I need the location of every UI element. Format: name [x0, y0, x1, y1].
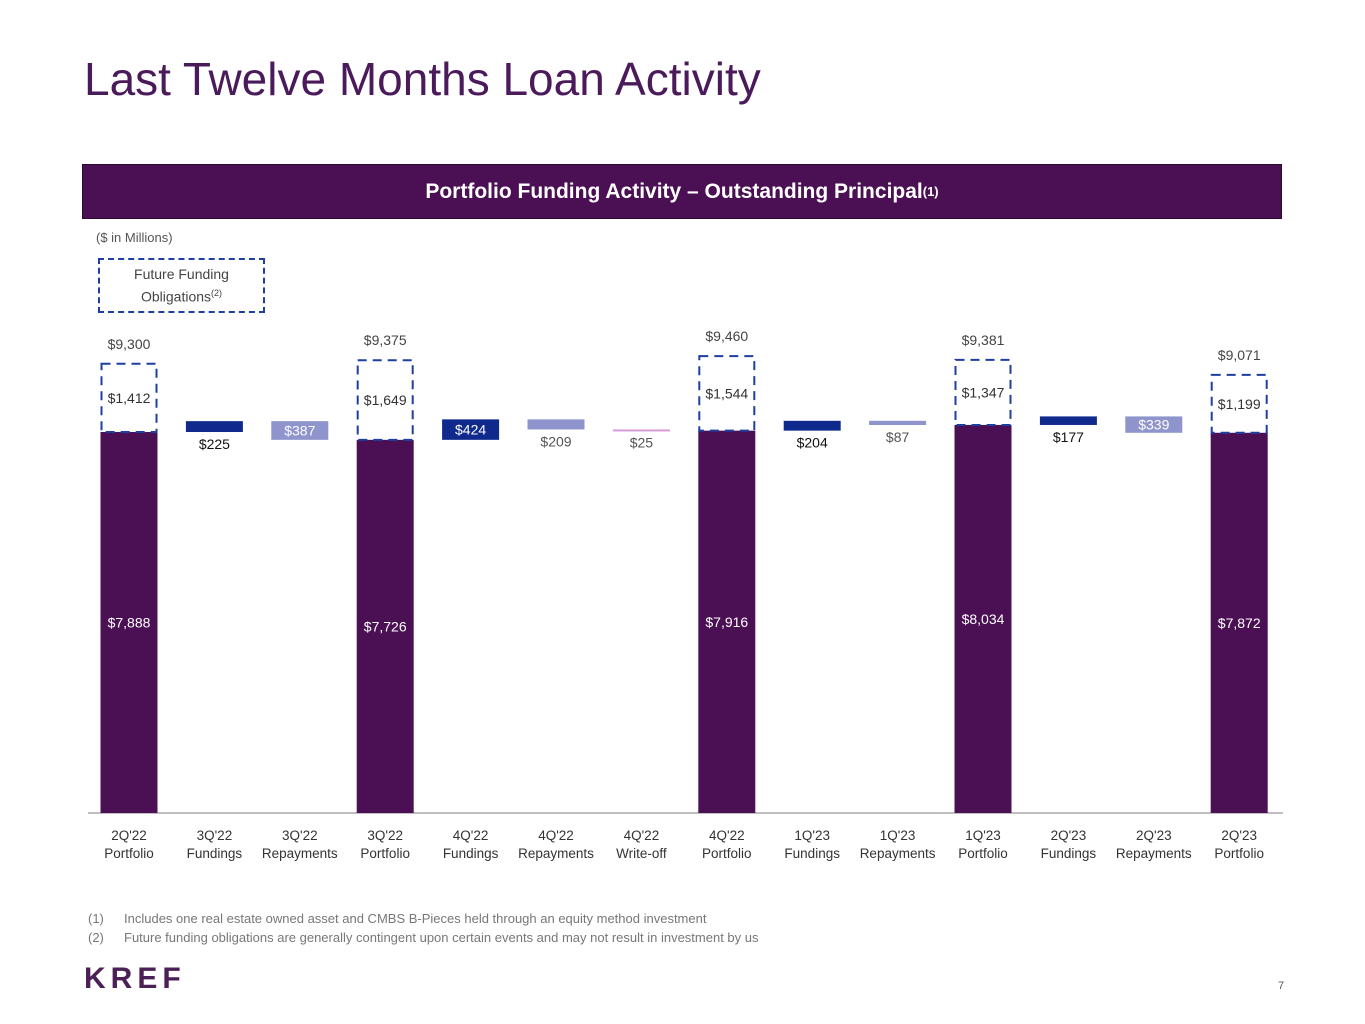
repayment-bar	[1125, 416, 1183, 433]
funding-bar	[185, 421, 243, 433]
chart-banner: Portfolio Funding Activity – Outstanding…	[82, 164, 1282, 219]
future-funding-label: $1,544	[705, 385, 748, 401]
repayment-value-label: $339	[1138, 417, 1169, 433]
legend-future-funding: Future Funding Obligations(2)	[98, 258, 265, 313]
funding-value-label: $177	[1053, 429, 1084, 445]
portfolio-bar	[100, 432, 158, 813]
portfolio-total-label: $9,375	[364, 332, 407, 348]
x-tick-label-type: Fundings	[1041, 846, 1097, 861]
x-tick-label-type: Fundings	[784, 846, 840, 861]
x-tick-label-period: 4Q'22	[624, 828, 660, 843]
x-tick-label-type: Fundings	[443, 846, 499, 861]
funding-bar	[1039, 416, 1097, 425]
legend-label-line1: Future Funding	[134, 265, 229, 282]
x-tick-label-type: Portfolio	[104, 846, 154, 861]
x-tick-label-period: 1Q'23	[965, 828, 1001, 843]
repayment-value-label: $87	[886, 429, 910, 445]
future-funding-label: $1,649	[364, 392, 407, 408]
repayment-value-label: $387	[284, 422, 315, 438]
funding-bar	[783, 420, 841, 431]
portfolio-total-label: $9,071	[1218, 347, 1261, 363]
x-tick-label-period: 3Q'22	[197, 828, 233, 843]
future-funding-box	[1210, 373, 1268, 434]
portfolio-value-label: $8,034	[962, 611, 1005, 627]
future-funding-label: $1,199	[1218, 396, 1261, 412]
portfolio-value-label: $7,916	[705, 614, 748, 630]
x-tick-label-period: 3Q'22	[367, 828, 403, 843]
writeoff-bar	[612, 429, 670, 432]
legend-label-line2: Obligations	[140, 288, 212, 305]
footnote-1-number: (1)	[88, 911, 104, 926]
x-tick-label-type: Fundings	[187, 846, 243, 861]
repayment-bar	[271, 421, 329, 440]
page-title: Last Twelve Months Loan Activity	[84, 53, 761, 105]
portfolio-bar	[356, 439, 414, 813]
footnote-2-text: Future funding obligations are generally…	[124, 930, 759, 945]
x-tick-label-period: 3Q'22	[282, 828, 318, 843]
x-tick-label-type: Portfolio	[360, 846, 410, 861]
repayment-value-label: $209	[540, 433, 571, 449]
portfolio-total-label: $9,460	[705, 328, 748, 344]
funding-value-label: $225	[199, 436, 230, 452]
future-funding-box	[100, 362, 158, 434]
x-tick-label-period: 2Q'22	[111, 828, 147, 843]
x-tick-label-type: Repayments	[518, 846, 594, 861]
footnote-2: (2) Future funding obligations are genera…	[88, 930, 759, 945]
repayment-bar	[869, 420, 927, 426]
future-funding-label: $1,347	[962, 384, 1005, 400]
x-tick-label-period: 2Q'23	[1221, 828, 1257, 843]
footnote-1: (1) Includes one real estate owned asset …	[88, 911, 706, 926]
x-tick-label-type: Portfolio	[1214, 846, 1264, 861]
funding-value-label: $204	[797, 435, 828, 451]
x-tick-label-type: Repayments	[860, 846, 936, 861]
portfolio-total-label: $9,300	[108, 336, 151, 352]
future-funding-box	[356, 359, 414, 441]
banner-footnote-ref: (1)	[922, 184, 939, 199]
page-number: 7	[1278, 980, 1285, 992]
units-note: ($ in Millions)	[96, 230, 173, 245]
x-tick-label-type: Repayments	[262, 846, 338, 861]
x-tick-label-period: 4Q'22	[453, 828, 489, 843]
x-tick-label-period: 4Q'22	[538, 828, 574, 843]
portfolio-value-label: $7,888	[108, 615, 151, 631]
portfolio-total-label: $9,381	[962, 332, 1005, 348]
future-funding-label: $1,412	[108, 390, 151, 406]
portfolio-bar	[1210, 432, 1268, 813]
x-tick-label-type: Portfolio	[702, 846, 752, 861]
x-tick-label-type: Portfolio	[958, 846, 1008, 861]
portfolio-value-label: $7,726	[364, 618, 407, 634]
x-tick-label-period: 1Q'23	[794, 828, 830, 843]
funding-bar	[442, 419, 500, 440]
banner-text: Portfolio Funding Activity – Outstanding…	[425, 179, 923, 203]
portfolio-bar	[698, 430, 756, 813]
x-tick-label-period: 4Q'22	[709, 828, 745, 843]
future-funding-box	[698, 355, 756, 432]
portfolio-bar	[954, 424, 1012, 813]
repayment-bar	[527, 419, 585, 430]
x-tick-label-period: 1Q'23	[880, 828, 916, 843]
x-tick-label-period: 2Q'23	[1136, 828, 1172, 843]
x-tick-label-type: Write-off	[616, 846, 667, 861]
kref-logo: KREF	[84, 962, 186, 995]
legend-footnote-ref: (2)	[211, 287, 223, 298]
footnote-2-number: (2)	[88, 930, 104, 945]
x-tick-label-period: 2Q'23	[1051, 828, 1087, 843]
x-tick-label-type: Repayments	[1116, 846, 1192, 861]
portfolio-value-label: $7,872	[1218, 615, 1261, 631]
funding-value-label: $424	[455, 422, 486, 438]
footnote-1-text: Includes one real estate owned asset and…	[124, 911, 707, 926]
writeoff-value-label: $25	[630, 435, 654, 451]
